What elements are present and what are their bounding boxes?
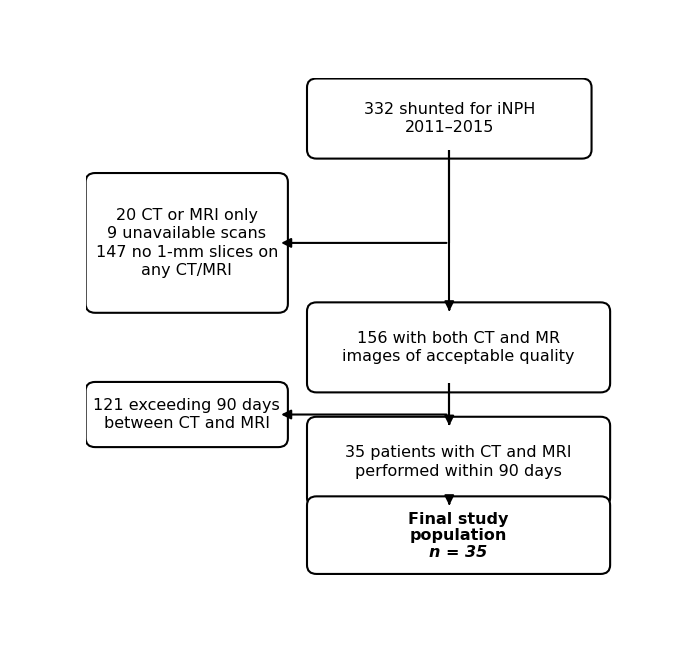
FancyBboxPatch shape bbox=[86, 382, 288, 447]
FancyBboxPatch shape bbox=[307, 79, 592, 159]
Text: n = 35: n = 35 bbox=[429, 545, 488, 560]
FancyBboxPatch shape bbox=[86, 173, 288, 313]
Text: 121 exceeding 90 days
between CT and MRI: 121 exceeding 90 days between CT and MRI bbox=[93, 398, 280, 432]
FancyBboxPatch shape bbox=[307, 496, 610, 574]
Text: population: population bbox=[410, 528, 508, 543]
Text: 35 patients with CT and MRI
performed within 90 days: 35 patients with CT and MRI performed wi… bbox=[345, 445, 572, 479]
FancyBboxPatch shape bbox=[307, 417, 610, 507]
Text: 332 shunted for iNPH
2011–2015: 332 shunted for iNPH 2011–2015 bbox=[364, 102, 535, 136]
FancyBboxPatch shape bbox=[307, 302, 610, 392]
Text: Final study: Final study bbox=[408, 512, 509, 527]
Text: 156 with both CT and MR
images of acceptable quality: 156 with both CT and MR images of accept… bbox=[342, 331, 575, 364]
Text: 20 CT or MRI only
9 unavailable scans
147 no 1-mm slices on
any CT/MRI: 20 CT or MRI only 9 unavailable scans 14… bbox=[96, 207, 278, 278]
